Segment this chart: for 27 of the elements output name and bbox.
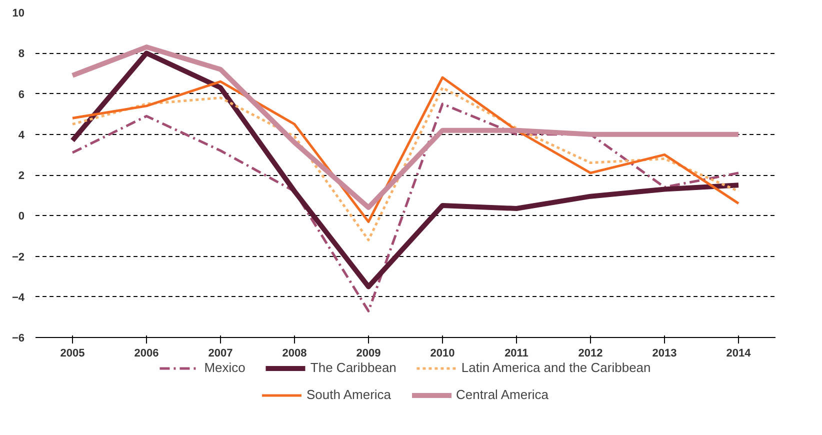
legend-label: Mexico xyxy=(204,360,246,375)
y-tick-label: 4 xyxy=(18,129,26,142)
legend-label: The Caribbean xyxy=(310,360,396,375)
y-tick-label: −4 xyxy=(12,292,26,304)
y-tick-label: 0 xyxy=(18,210,25,223)
legend-label: Latin America and the Caribbean xyxy=(461,360,651,375)
x-tick-label: 2013 xyxy=(652,348,677,360)
x-tick-label: 2006 xyxy=(134,348,159,360)
x-tick-label: 2007 xyxy=(208,348,233,360)
x-tick-label: 2010 xyxy=(430,348,455,360)
line-series xyxy=(71,76,740,223)
legend-label: Central America xyxy=(456,387,549,402)
x-tick-label: 2014 xyxy=(726,348,752,360)
y-tick-label: 2 xyxy=(18,170,25,182)
line-series xyxy=(71,86,740,242)
y-tick-label: −2 xyxy=(12,251,25,264)
y-tick-label: −6 xyxy=(12,332,25,344)
x-tick-label: 2005 xyxy=(60,348,85,360)
legend-label: South America xyxy=(306,387,392,402)
x-tick-label: 2009 xyxy=(356,348,381,360)
line-series xyxy=(71,102,740,312)
x-tick-label: 2008 xyxy=(282,348,307,360)
y-tick-label: 6 xyxy=(18,88,25,101)
x-tick-label: 2011 xyxy=(504,348,528,360)
x-tick-label: 2012 xyxy=(578,348,603,360)
y-tick-label: 10 xyxy=(12,8,25,20)
y-tick-label: 8 xyxy=(18,48,25,60)
